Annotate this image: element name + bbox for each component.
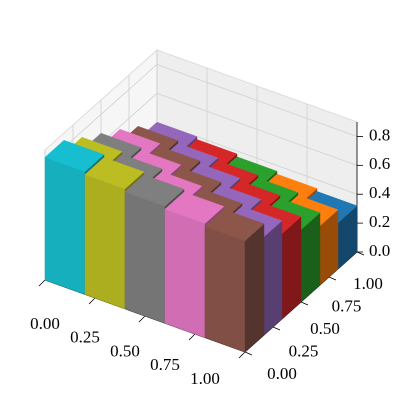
x-tick [88,297,96,305]
bar-front [44,156,86,295]
y-tick-label: 0.00 [267,364,297,383]
x-tick-label: 0.00 [30,314,60,333]
bar-side [244,223,265,353]
bar-side [281,216,302,320]
y-tick [272,326,281,331]
bar-top [124,174,185,207]
z-tick-label: 0.2 [369,212,390,231]
x-tick-label: 0.25 [70,328,100,347]
z-tick-label: 0.8 [369,125,390,144]
bar-top [84,157,145,190]
y-tick-label: 0.75 [332,296,362,315]
x-tick [188,333,196,341]
y-tick-label: 1.00 [353,274,383,293]
bar-front [84,174,126,310]
x-tick [238,351,246,359]
bar-top [44,139,105,172]
x-tick [138,315,146,323]
y-tick [356,251,365,256]
z-tick-label: 0.6 [369,154,390,173]
x-tick-label: 0.50 [110,341,140,360]
y-tick-label: 0.25 [289,341,319,360]
bar-top [204,209,265,242]
y-tick [328,276,337,281]
bar-top [164,191,225,224]
bar-front [204,226,246,353]
bar-front [164,208,206,338]
bar-side [263,220,283,336]
y-tick [300,301,309,306]
grid-line [156,92,358,166]
bar-front [124,191,166,324]
y-tick-label: 0.50 [310,319,340,338]
x-tick-label: 1.00 [190,369,220,388]
x-tick-label: 0.75 [150,355,180,374]
bar [204,209,265,353]
grid-line [156,64,358,137]
z-tick-label: 0.0 [369,241,390,260]
z-tick-label: 0.4 [369,183,391,202]
y-tick [244,351,253,356]
x-tick [38,279,46,287]
